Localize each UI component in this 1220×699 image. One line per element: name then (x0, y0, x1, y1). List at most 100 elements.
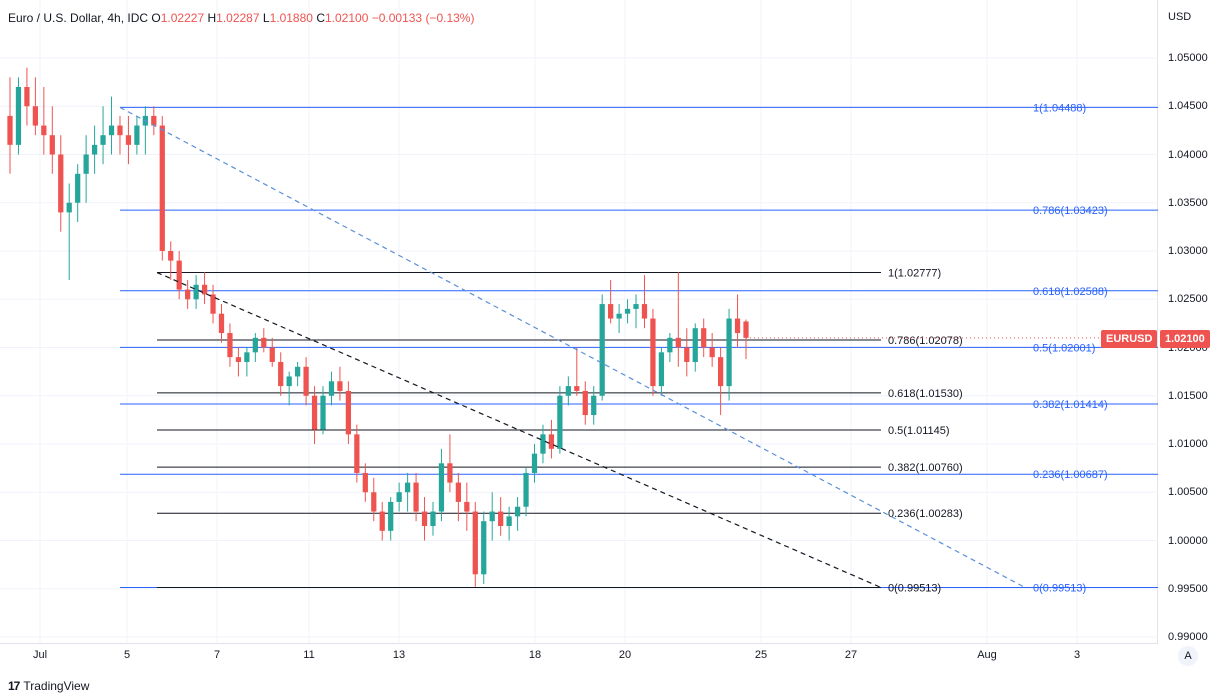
candle (117, 115, 123, 155)
candle (83, 135, 89, 203)
price-tick-label: 1.01000 (1168, 438, 1208, 450)
low-label: L (262, 11, 270, 25)
candle-body (66, 202, 72, 213)
candle (447, 434, 453, 493)
candle (565, 376, 571, 406)
candle (354, 424, 360, 483)
fib-level-blue-label: 0.382(1.01414) (1033, 399, 1108, 411)
candle-body (75, 173, 81, 203)
candle-body (591, 395, 597, 416)
candle-body (328, 381, 335, 396)
candle-body (506, 516, 512, 527)
candle-body (447, 463, 453, 483)
candle-body (32, 106, 39, 126)
candle-body (41, 125, 47, 136)
candle (506, 506, 512, 541)
candle (15, 77, 22, 155)
candle-body (269, 347, 275, 362)
candle-body (49, 135, 55, 155)
candle (151, 106, 157, 136)
candle-body (701, 328, 707, 348)
candle-body (608, 304, 614, 319)
time-tick-label: 27 (844, 649, 858, 661)
candle (142, 106, 148, 155)
auto-scale-button[interactable]: A (1178, 646, 1198, 666)
candle (24, 67, 30, 126)
candle (667, 333, 673, 362)
candle-body (185, 289, 191, 300)
symbol-title: Euro / U.S. Dollar, 4h, IDC (8, 11, 149, 25)
candle (531, 444, 538, 483)
candle-body (650, 318, 656, 387)
candle (616, 304, 622, 334)
candle (650, 308, 656, 396)
candle (413, 472, 419, 522)
candle (168, 241, 174, 280)
candle-body (108, 125, 115, 136)
candle (362, 463, 368, 502)
price-tick-label: 1.04500 (1168, 100, 1208, 113)
candle (379, 501, 385, 541)
candle-body (354, 434, 360, 473)
candle-body (455, 482, 461, 502)
candle-body (472, 511, 478, 575)
price-tick-label: 0.99500 (1168, 582, 1208, 595)
candle-body (684, 347, 690, 362)
fib-level-black-label: 0.382(1.00760) (888, 462, 963, 474)
candle (641, 275, 648, 329)
candle (514, 497, 521, 531)
candle (455, 472, 461, 522)
candle-body (430, 511, 436, 527)
price-tick-label: 1.03000 (1168, 245, 1208, 257)
candle (430, 501, 436, 536)
close-value: 1.02100 (324, 11, 369, 25)
candle-body (371, 492, 377, 512)
chart-pane[interactable]: 1(1.04488) 0.786(1.03423) 0.618(1.02588) 0.… (0, 0, 1158, 643)
candle-body (379, 511, 385, 531)
high-label: H (207, 11, 217, 25)
fib-trendline-black (156, 271, 882, 589)
open-value: 1.02227 (160, 11, 205, 25)
candle (227, 323, 233, 367)
candle (41, 86, 47, 155)
candle (244, 347, 250, 377)
fib-level-blue-label: 0(0.99513) (1033, 582, 1086, 594)
candle (49, 106, 55, 174)
fib-level-black-label: 0.5(1.01145) (888, 425, 950, 437)
candle (32, 77, 39, 136)
candle (540, 424, 546, 464)
candle (235, 347, 242, 377)
candle (684, 328, 690, 377)
candle (66, 183, 72, 280)
candle (125, 115, 132, 165)
last-price-badge: 1.02100 (1160, 330, 1210, 348)
candle (557, 386, 563, 454)
time-tick-label: 7 (213, 649, 221, 661)
candle-body (362, 472, 368, 493)
time-axis[interactable] (0, 643, 1158, 669)
tradingview-logo-icon: 17 (8, 679, 20, 693)
candle-body (117, 125, 123, 136)
candle-body (667, 337, 673, 353)
time-tick-label: 3 (1073, 649, 1081, 661)
tradingview-brand[interactable]: 17 TradingView (8, 679, 89, 693)
fib-level-black-label: 1(1.02777) (888, 268, 941, 280)
candlestick-chart[interactable]: 1(1.04488) 0.786(1.03423) 0.618(1.02588) 0.… (0, 0, 1158, 643)
candle-body (616, 313, 622, 319)
time-tick-label: 18 (528, 649, 542, 661)
candle-body (421, 511, 428, 527)
candle-body (413, 482, 419, 512)
candle (498, 497, 504, 536)
candle-body (717, 357, 724, 387)
price-axis[interactable] (1158, 0, 1220, 643)
candle-body (210, 294, 216, 314)
candle-body (311, 395, 318, 430)
candle (489, 492, 495, 541)
candle-body (58, 154, 64, 213)
candle-body (24, 86, 30, 107)
candle (75, 164, 81, 223)
candle-body (91, 144, 98, 155)
candle (91, 125, 98, 174)
candle (608, 279, 614, 324)
candle (726, 308, 732, 401)
